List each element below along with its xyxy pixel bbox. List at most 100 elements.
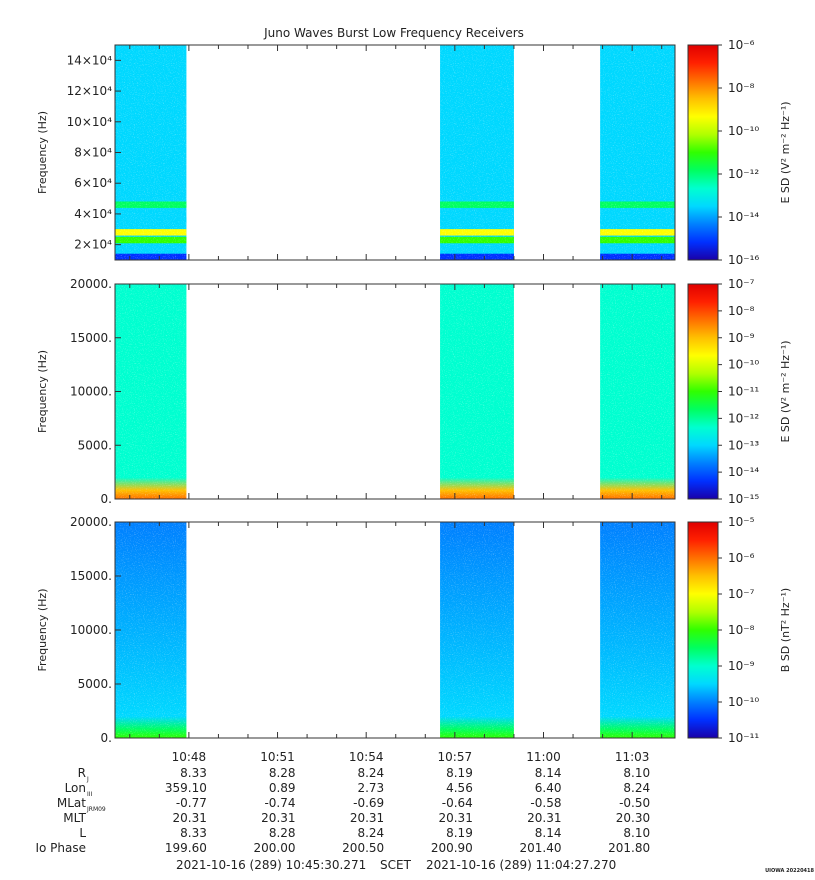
panel-2: 0. 5000. 10000. 15000. 20000. Frequency (Hz) 1… — [36, 277, 792, 506]
y-tick-label: 10000. — [70, 385, 112, 399]
colorbar-tick-label: 10⁻⁹ — [728, 659, 755, 673]
y-tick-label: 2×10⁴ — [74, 238, 112, 252]
ephemeris-value: 8.19 — [446, 826, 473, 840]
y-axis-label: Frequency (Hz) — [36, 589, 49, 672]
colorbar-tick-label: 10⁻¹² — [728, 167, 759, 181]
ephemeris-value: 6.40 — [535, 781, 562, 795]
time-tick-label: 10:54 — [349, 750, 384, 764]
ephemeris-row-label: Io Phase — [35, 841, 86, 855]
colorbar-tick-label: 10⁻¹⁰ — [728, 124, 759, 138]
ephemeris-value: 8.33 — [180, 826, 207, 840]
data-noise — [115, 522, 187, 738]
colorbar-tick-label: 10⁻⁷ — [728, 277, 755, 291]
ephemeris-value: -0.69 — [353, 796, 384, 810]
colorbar — [687, 283, 719, 500]
ephemeris-table: R J 8.33 8.28 8.24 8.19 8.14 8.10 Lon III 359.10 0.… — [35, 766, 650, 855]
ephemeris-value: 199.60 — [165, 841, 207, 855]
ephemeris-value: 20.31 — [173, 811, 207, 825]
ephemeris-value: 201.40 — [519, 841, 561, 855]
colorbar-tick-label: 10⁻¹⁵ — [728, 492, 759, 506]
y-tick-label: 15000. — [70, 569, 112, 583]
footer-end-time: 2021-10-16 (289) 11:04:27.270 — [426, 858, 616, 872]
ephemeris-value: 201.80 — [608, 841, 650, 855]
y-axis-label: Frequency (Hz) — [36, 350, 49, 433]
ephemeris-value: 8.10 — [623, 826, 650, 840]
colorbar — [687, 521, 719, 739]
ephemeris-value: 20.30 — [616, 811, 650, 825]
colorbar-tick-label: 10⁻¹² — [728, 411, 759, 425]
ephemeris-row-subscript: III — [87, 791, 93, 798]
ephemeris-value: 359.10 — [165, 781, 207, 795]
figure-title: Juno Waves Burst Low Frequency Receivers — [263, 26, 524, 40]
time-tick-label: 11:00 — [526, 750, 561, 764]
colorbar-tick-label: 10⁻⁸ — [728, 304, 755, 318]
y-tick-label: 20000. — [70, 515, 112, 529]
ephemeris-value: 4.56 — [446, 781, 473, 795]
y-tick-label: 6×10⁴ — [74, 176, 112, 190]
y-tick-label: 4×10⁴ — [74, 207, 112, 221]
data-noise — [115, 45, 187, 260]
panels: 2×10⁴ 4×10⁴ 6×10⁴ 8×10⁴ 10×10⁴ 12×10⁴ 14×10⁴ Fr… — [36, 38, 792, 745]
y-tick-label: 15000. — [70, 331, 112, 345]
ephemeris-value: 8.28 — [269, 826, 296, 840]
ephemeris-value: 20.31 — [261, 811, 295, 825]
ephemeris-value: 8.10 — [623, 766, 650, 780]
colorbar-tick-label: 10⁻⁹ — [728, 331, 755, 345]
ephemeris-value: 8.24 — [357, 766, 384, 780]
ephemeris-value: -0.50 — [619, 796, 650, 810]
spectrogram-data — [115, 522, 675, 738]
time-axis: 10:48 10:51 10:54 10:57 11:00 11:03 — [172, 750, 650, 764]
credit-stamp: UIOWA 20220418 — [765, 868, 814, 874]
y-tick-label: 14×10⁴ — [67, 53, 113, 67]
y-tick-label: 20000. — [70, 277, 112, 291]
ephemeris-value: 8.24 — [623, 781, 650, 795]
time-tick-label: 10:57 — [438, 750, 473, 764]
y-tick-label: 10000. — [70, 623, 112, 637]
colorbar-tick-label: 10⁻¹¹ — [728, 385, 759, 399]
data-noise — [440, 45, 514, 260]
footer-start-time: 2021-10-16 (289) 10:45:30.271 — [176, 858, 366, 872]
colorbar-label: B SD (nT² Hz⁻¹) — [779, 588, 792, 672]
spectrogram-data — [115, 284, 675, 499]
ephemeris-value: -0.74 — [264, 796, 295, 810]
ephemeris-row-label: R — [78, 766, 86, 780]
colorbar-tick-label: 10⁻⁶ — [728, 38, 755, 52]
data-noise — [600, 522, 675, 738]
data-noise — [600, 284, 675, 499]
ephemeris-value: 8.14 — [535, 826, 562, 840]
colorbar-tick-label: 10⁻¹⁴ — [728, 210, 759, 224]
ephemeris-value: 20.31 — [350, 811, 384, 825]
colorbar-tick-label: 10⁻⁶ — [728, 551, 755, 565]
time-tick-label: 10:51 — [260, 750, 295, 764]
ephemeris-value: 0.89 — [269, 781, 296, 795]
ephemeris-row-label: L — [79, 826, 86, 840]
colorbar-label: E SD (V² m⁻² Hz⁻¹) — [779, 101, 792, 203]
panel-frame — [114, 521, 676, 739]
footer-scet-label: SCET — [380, 858, 412, 872]
ephemeris-value: 2.73 — [357, 781, 384, 795]
panel-frame — [114, 44, 676, 261]
ephemeris-value: 8.24 — [357, 826, 384, 840]
data-noise — [115, 284, 187, 499]
y-tick-label: 0. — [101, 731, 112, 745]
ephemeris-value: 20.31 — [527, 811, 561, 825]
ephemeris-row-subscript: J — [86, 776, 89, 783]
ephemeris-value: 200.00 — [254, 841, 296, 855]
colorbar-tick-label: 10⁻¹⁴ — [728, 465, 759, 479]
ephemeris-row-label: MLat — [57, 796, 86, 810]
ephemeris-value: -0.64 — [442, 796, 473, 810]
colorbar-tick-label: 10⁻⁷ — [728, 587, 755, 601]
colorbar-tick-label: 10⁻¹³ — [728, 438, 759, 452]
ephemeris-value: -0.58 — [530, 796, 561, 810]
y-tick-label: 5000. — [78, 438, 112, 452]
time-tick-label: 10:48 — [172, 750, 207, 764]
y-tick-label: 8×10⁴ — [74, 146, 112, 160]
colorbar-tick-label: 10⁻⁸ — [728, 81, 755, 95]
ephemeris-value: 8.33 — [180, 766, 207, 780]
data-noise — [440, 522, 514, 738]
colorbar-tick-label: 10⁻⁸ — [728, 623, 755, 637]
ephemeris-row-label: Lon — [65, 781, 86, 795]
colorbar-tick-label: 10⁻¹⁰ — [728, 358, 759, 372]
data-noise — [440, 284, 514, 499]
